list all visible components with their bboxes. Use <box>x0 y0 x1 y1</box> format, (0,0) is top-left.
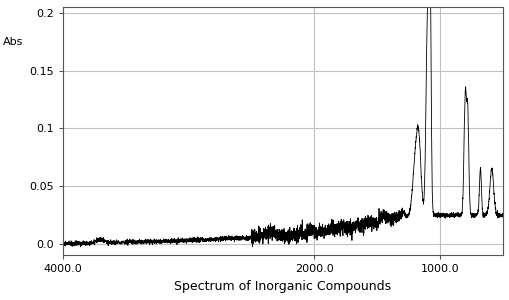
X-axis label: Spectrum of Inorganic Compounds: Spectrum of Inorganic Compounds <box>174 280 391 293</box>
Text: Abs: Abs <box>3 37 23 46</box>
